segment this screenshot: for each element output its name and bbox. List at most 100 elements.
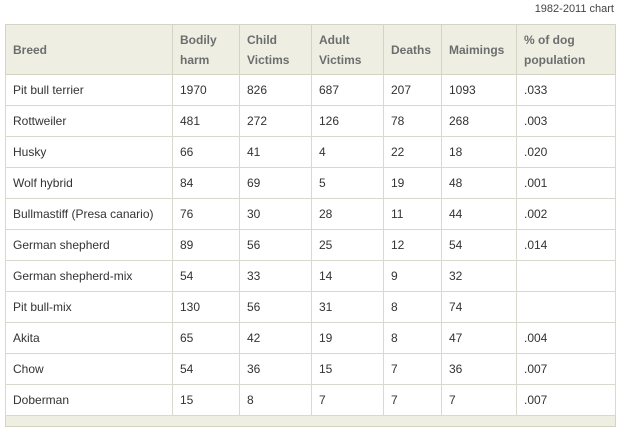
percent-population-cell: .020 <box>516 136 616 168</box>
bodily-harm-cell: 54 <box>172 260 240 292</box>
child-victims-cell: 826 <box>239 74 312 106</box>
deaths-cell: 11 <box>383 198 442 230</box>
table-row: Doberman 15 8 7 7 7.007 <box>5 384 616 416</box>
maimings-cell: 47 <box>441 322 517 354</box>
breed-cell: Akita <box>5 322 173 354</box>
deaths-cell: 8 <box>383 322 442 354</box>
percent-population-cell: .003 <box>516 105 616 137</box>
column-header-breed: Breed <box>5 24 173 75</box>
breed-cell: Doberman <box>5 384 173 416</box>
deaths-cell: 7 <box>383 353 442 385</box>
column-header-maimings: Maimings <box>441 24 517 75</box>
column-header-deaths: Deaths <box>383 24 442 75</box>
adult-victims-cell: 687 <box>311 74 384 106</box>
child-victims-cell: 36 <box>239 353 312 385</box>
adult-victims-cell: 4 <box>311 136 384 168</box>
table-row: Pit bull-mix 130 56 31 8 74 <box>5 291 616 323</box>
breed-cell: Wolf hybrid <box>5 167 173 199</box>
chart-caption: 1982-2011 chart <box>534 3 614 15</box>
table-row: Pit bull terrier 1970 826 687 207 1093.033 <box>5 74 616 106</box>
breed-cell: Chow <box>5 353 173 385</box>
percent-population-cell: .002 <box>516 198 616 230</box>
maimings-cell: 268 <box>441 105 517 137</box>
table-body: Pit bull terrier 1970 826 687 207 1093.033 Rot… <box>5 74 616 416</box>
percent-population-cell: .014 <box>516 229 616 261</box>
adult-victims-cell: 126 <box>311 105 384 137</box>
bodily-harm-cell: 130 <box>172 291 240 323</box>
table-row: Bullmastiff (Presa canario) 76 30 28 11 44.00… <box>5 198 616 230</box>
deaths-cell: 9 <box>383 260 442 292</box>
deaths-cell: 19 <box>383 167 442 199</box>
column-header-percent-population: % of dog population <box>516 24 616 75</box>
percent-population-cell: .001 <box>516 167 616 199</box>
child-victims-cell: 272 <box>239 105 312 137</box>
maimings-cell: 32 <box>441 260 517 292</box>
table-row: Akita 65 42 19 8 47.004 <box>5 322 616 354</box>
adult-victims-cell: 14 <box>311 260 384 292</box>
breed-cell: Husky <box>5 136 173 168</box>
breed-cell: Bullmastiff (Presa canario) <box>5 198 173 230</box>
bodily-harm-cell: 54 <box>172 353 240 385</box>
column-header-adult-victims: Adult Victims <box>311 24 384 75</box>
adult-victims-cell: 19 <box>311 322 384 354</box>
column-header-child-victims: Child Victims <box>239 24 312 75</box>
adult-victims-cell: 28 <box>311 198 384 230</box>
child-victims-cell: 69 <box>239 167 312 199</box>
table-row: Chow 54 36 15 7 36.007 <box>5 353 616 385</box>
child-victims-cell: 30 <box>239 198 312 230</box>
child-victims-cell: 41 <box>239 136 312 168</box>
column-header-bodily-harm: Bodily harm <box>172 24 240 75</box>
deaths-cell: 78 <box>383 105 442 137</box>
bodily-harm-cell: 84 <box>172 167 240 199</box>
percent-population-cell: .007 <box>516 384 616 416</box>
table-row: Husky 66 41 4 22 18.020 <box>5 136 616 168</box>
maimings-cell: 54 <box>441 229 517 261</box>
breed-cell: Pit bull-mix <box>5 291 173 323</box>
bodily-harm-cell: 15 <box>172 384 240 416</box>
maimings-cell: 1093 <box>441 74 517 106</box>
bodily-harm-cell: 481 <box>172 105 240 137</box>
adult-victims-cell: 31 <box>311 291 384 323</box>
breed-cell: German shepherd <box>5 229 173 261</box>
maimings-cell: 44 <box>441 198 517 230</box>
table-row: German shepherd 89 56 25 12 54.014 <box>5 229 616 261</box>
bodily-harm-cell: 76 <box>172 198 240 230</box>
maimings-cell: 36 <box>441 353 517 385</box>
dog-attack-table: Breed Bodily harm Child Victims Adult Vi… <box>5 24 616 427</box>
table-row: Rottweiler 481 272 126 78 268.003 <box>5 105 616 137</box>
adult-victims-cell: 15 <box>311 353 384 385</box>
deaths-cell: 22 <box>383 136 442 168</box>
percent-population-cell: .004 <box>516 322 616 354</box>
child-victims-cell: 42 <box>239 322 312 354</box>
bodily-harm-cell: 66 <box>172 136 240 168</box>
breed-cell: Pit bull terrier <box>5 74 173 106</box>
bodily-harm-cell: 1970 <box>172 74 240 106</box>
table-footer-row <box>5 415 616 427</box>
maimings-cell: 48 <box>441 167 517 199</box>
percent-population-cell <box>516 291 616 323</box>
bodily-harm-cell: 65 <box>172 322 240 354</box>
deaths-cell: 7 <box>383 384 442 416</box>
deaths-cell: 12 <box>383 229 442 261</box>
dog-attack-table-container: Breed Bodily harm Child Victims Adult Vi… <box>5 24 616 427</box>
maimings-cell: 74 <box>441 291 517 323</box>
percent-population-cell: .007 <box>516 353 616 385</box>
breed-cell: Rottweiler <box>5 105 173 137</box>
table-row: Wolf hybrid 84 69 5 19 48.001 <box>5 167 616 199</box>
breed-cell: German shepherd-mix <box>5 260 173 292</box>
adult-victims-cell: 7 <box>311 384 384 416</box>
bodily-harm-cell: 89 <box>172 229 240 261</box>
child-victims-cell: 8 <box>239 384 312 416</box>
maimings-cell: 18 <box>441 136 517 168</box>
deaths-cell: 8 <box>383 291 442 323</box>
deaths-cell: 207 <box>383 74 442 106</box>
adult-victims-cell: 5 <box>311 167 384 199</box>
child-victims-cell: 33 <box>239 260 312 292</box>
maimings-cell: 7 <box>441 384 517 416</box>
table-header-row: Breed Bodily harm Child Victims Adult Vi… <box>5 24 616 75</box>
adult-victims-cell: 25 <box>311 229 384 261</box>
child-victims-cell: 56 <box>239 291 312 323</box>
percent-population-cell: .033 <box>516 74 616 106</box>
percent-population-cell <box>516 260 616 292</box>
table-footer-cell <box>5 415 616 427</box>
